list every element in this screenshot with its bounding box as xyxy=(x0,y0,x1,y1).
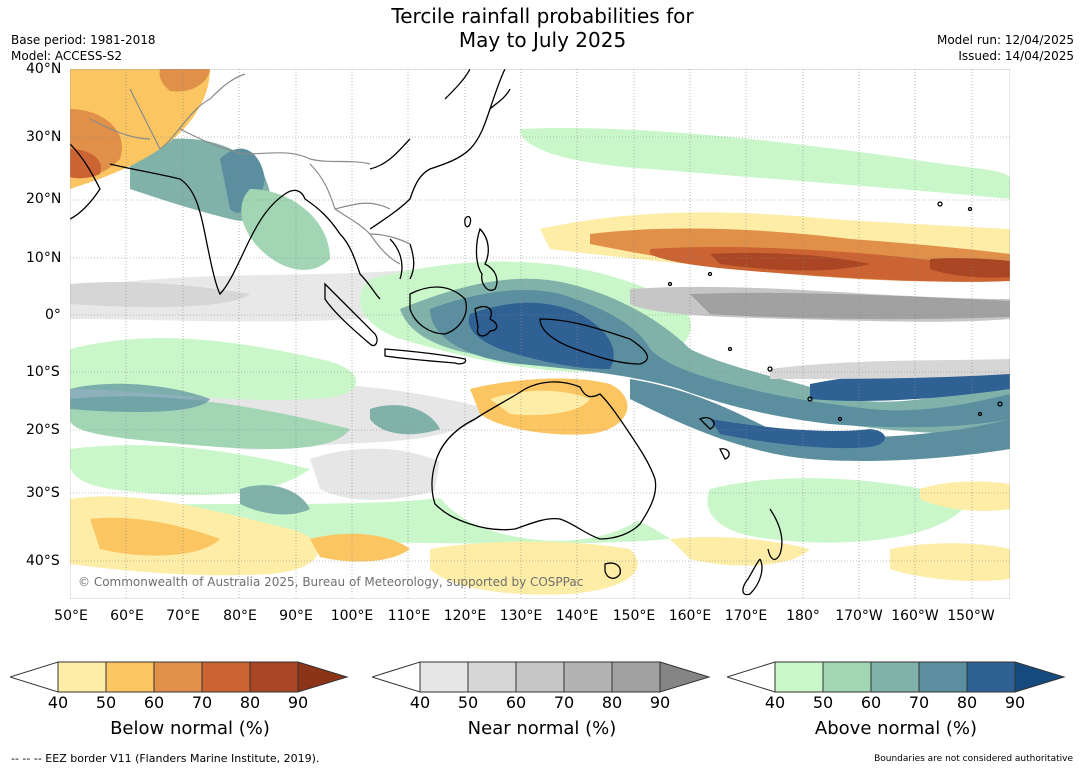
lon-label-50e: 50°E xyxy=(54,608,88,624)
colorbar-above-normal xyxy=(727,661,1066,693)
lat-label-20n: 20°N xyxy=(26,191,62,207)
below-tick-50: 50 xyxy=(95,693,117,712)
below-tick-70: 70 xyxy=(191,693,213,712)
lat-label-30n: 30°N xyxy=(26,129,62,145)
issued-text: Issued: 14/04/2025 xyxy=(958,49,1074,63)
country-borders xyxy=(89,73,411,265)
colorbar-below-80-90 xyxy=(249,661,299,693)
lon-label-170w: 170°W xyxy=(835,608,883,624)
above-tick-60: 60 xyxy=(860,693,882,712)
colorbar-above-50-60 xyxy=(822,661,872,693)
model-run-text: Model run: 12/04/2025 xyxy=(936,33,1074,47)
colorbar-near-max-arrow xyxy=(659,661,711,693)
lon-label-60e: 60°E xyxy=(110,608,144,624)
lon-label-70e: 70°E xyxy=(166,608,200,624)
colorbar-above-70-80 xyxy=(918,661,968,693)
colorbar-near-50-60 xyxy=(467,661,517,693)
colorbar-above-min-arrow xyxy=(727,661,776,693)
lon-label-180: 180° xyxy=(786,608,820,624)
eez-border-note: -- -- -- EEZ border V11 (Flanders Marine… xyxy=(11,752,320,765)
colorbar-near-80-90 xyxy=(611,661,661,693)
lon-label-160w: 160°W xyxy=(891,608,939,624)
near-tick-60: 60 xyxy=(505,693,527,712)
lon-label-80e: 80°E xyxy=(223,608,257,624)
below-tick-40: 40 xyxy=(47,693,69,712)
colorbar-below-60-70 xyxy=(153,661,203,693)
near-tick-80: 80 xyxy=(601,693,623,712)
colorbar-above-40-50 xyxy=(774,661,824,693)
lon-label-130e: 130°E xyxy=(499,608,543,624)
colorbar-below-normal xyxy=(10,661,349,693)
copyright-text: © Commonwealth of Australia 2025, Bureau… xyxy=(78,575,583,589)
above-tick-90: 90 xyxy=(1004,693,1026,712)
lon-label-100e: 100°E xyxy=(330,608,374,624)
below-normal-label: Below normal (%) xyxy=(110,718,270,739)
colorbar-near-70-80 xyxy=(563,661,613,693)
colorbar-above-60-70 xyxy=(870,661,920,693)
lat-label-10s: 10°S xyxy=(26,364,60,380)
below-tick-80: 80 xyxy=(239,693,261,712)
lon-label-170e: 170°E xyxy=(724,608,768,624)
lon-label-110e: 110°E xyxy=(387,608,431,624)
colorbar-above-max-arrow xyxy=(1014,661,1066,693)
model-text: Model: ACCESS-S2 xyxy=(11,49,123,63)
lon-label-90e: 90°E xyxy=(279,608,313,624)
lat-label-20s: 20°S xyxy=(26,422,60,438)
near-tick-70: 70 xyxy=(553,693,575,712)
colorbar-below-40-50 xyxy=(57,661,107,693)
above-normal-label: Above normal (%) xyxy=(814,718,978,739)
near-tick-40: 40 xyxy=(409,693,431,712)
colorbar-above-80-90 xyxy=(966,661,1016,693)
lon-label-150w: 150°W xyxy=(947,608,995,624)
colorbar-near-40-50 xyxy=(419,661,469,693)
lat-label-40n: 40°N xyxy=(26,61,62,77)
base-period-text: Base period: 1981-2018 xyxy=(11,33,156,47)
meta-right: Model run: 12/04/2025 Issued: 14/04/2025 xyxy=(937,32,1074,64)
meta-left: Base period: 1981-2018 Model: ACCESS-S2 xyxy=(11,32,156,64)
colorbar-below-min-arrow xyxy=(10,661,59,693)
colorbar-near-60-70 xyxy=(515,661,565,693)
above-tick-70: 70 xyxy=(908,693,930,712)
lat-label-30s: 30°S xyxy=(26,485,60,501)
colorbar-near-min-arrow xyxy=(372,661,421,693)
near-normal-label: Near normal (%) xyxy=(467,718,617,739)
colorbar-below-70-80 xyxy=(201,661,251,693)
lat-label-10n: 10°N xyxy=(26,250,62,266)
colorbar-near-normal xyxy=(372,661,711,693)
graticule xyxy=(70,69,1010,599)
colorbar-below-max-arrow xyxy=(297,661,349,693)
below-tick-90: 90 xyxy=(287,693,309,712)
boundaries-disclaimer: Boundaries are not considered authoritat… xyxy=(874,754,1073,764)
colorbar-below-50-60 xyxy=(105,661,155,693)
probability-shading xyxy=(70,69,1010,595)
below-tick-60: 60 xyxy=(143,693,165,712)
lon-label-140e: 140°E xyxy=(555,608,599,624)
above-tick-80: 80 xyxy=(956,693,978,712)
coastlines xyxy=(70,69,1003,596)
lon-label-120e: 120°E xyxy=(443,608,487,624)
near-tick-50: 50 xyxy=(457,693,479,712)
lat-label-0: 0° xyxy=(45,307,61,323)
map-title: Tercile rainfall probabilities for May t… xyxy=(0,4,1085,52)
title-line-2: May to July 2025 xyxy=(458,28,627,52)
above-tick-40: 40 xyxy=(764,693,786,712)
lon-label-150e: 150°E xyxy=(612,608,656,624)
rainfall-probability-map[interactable]: © Commonwealth of Australia 2025, Bureau… xyxy=(70,69,1010,599)
lon-label-160e: 160°E xyxy=(668,608,712,624)
title-line-1: Tercile rainfall probabilities for xyxy=(391,4,694,28)
near-tick-90: 90 xyxy=(649,693,671,712)
above-tick-50: 50 xyxy=(812,693,834,712)
lat-label-40s: 40°S xyxy=(26,553,60,569)
